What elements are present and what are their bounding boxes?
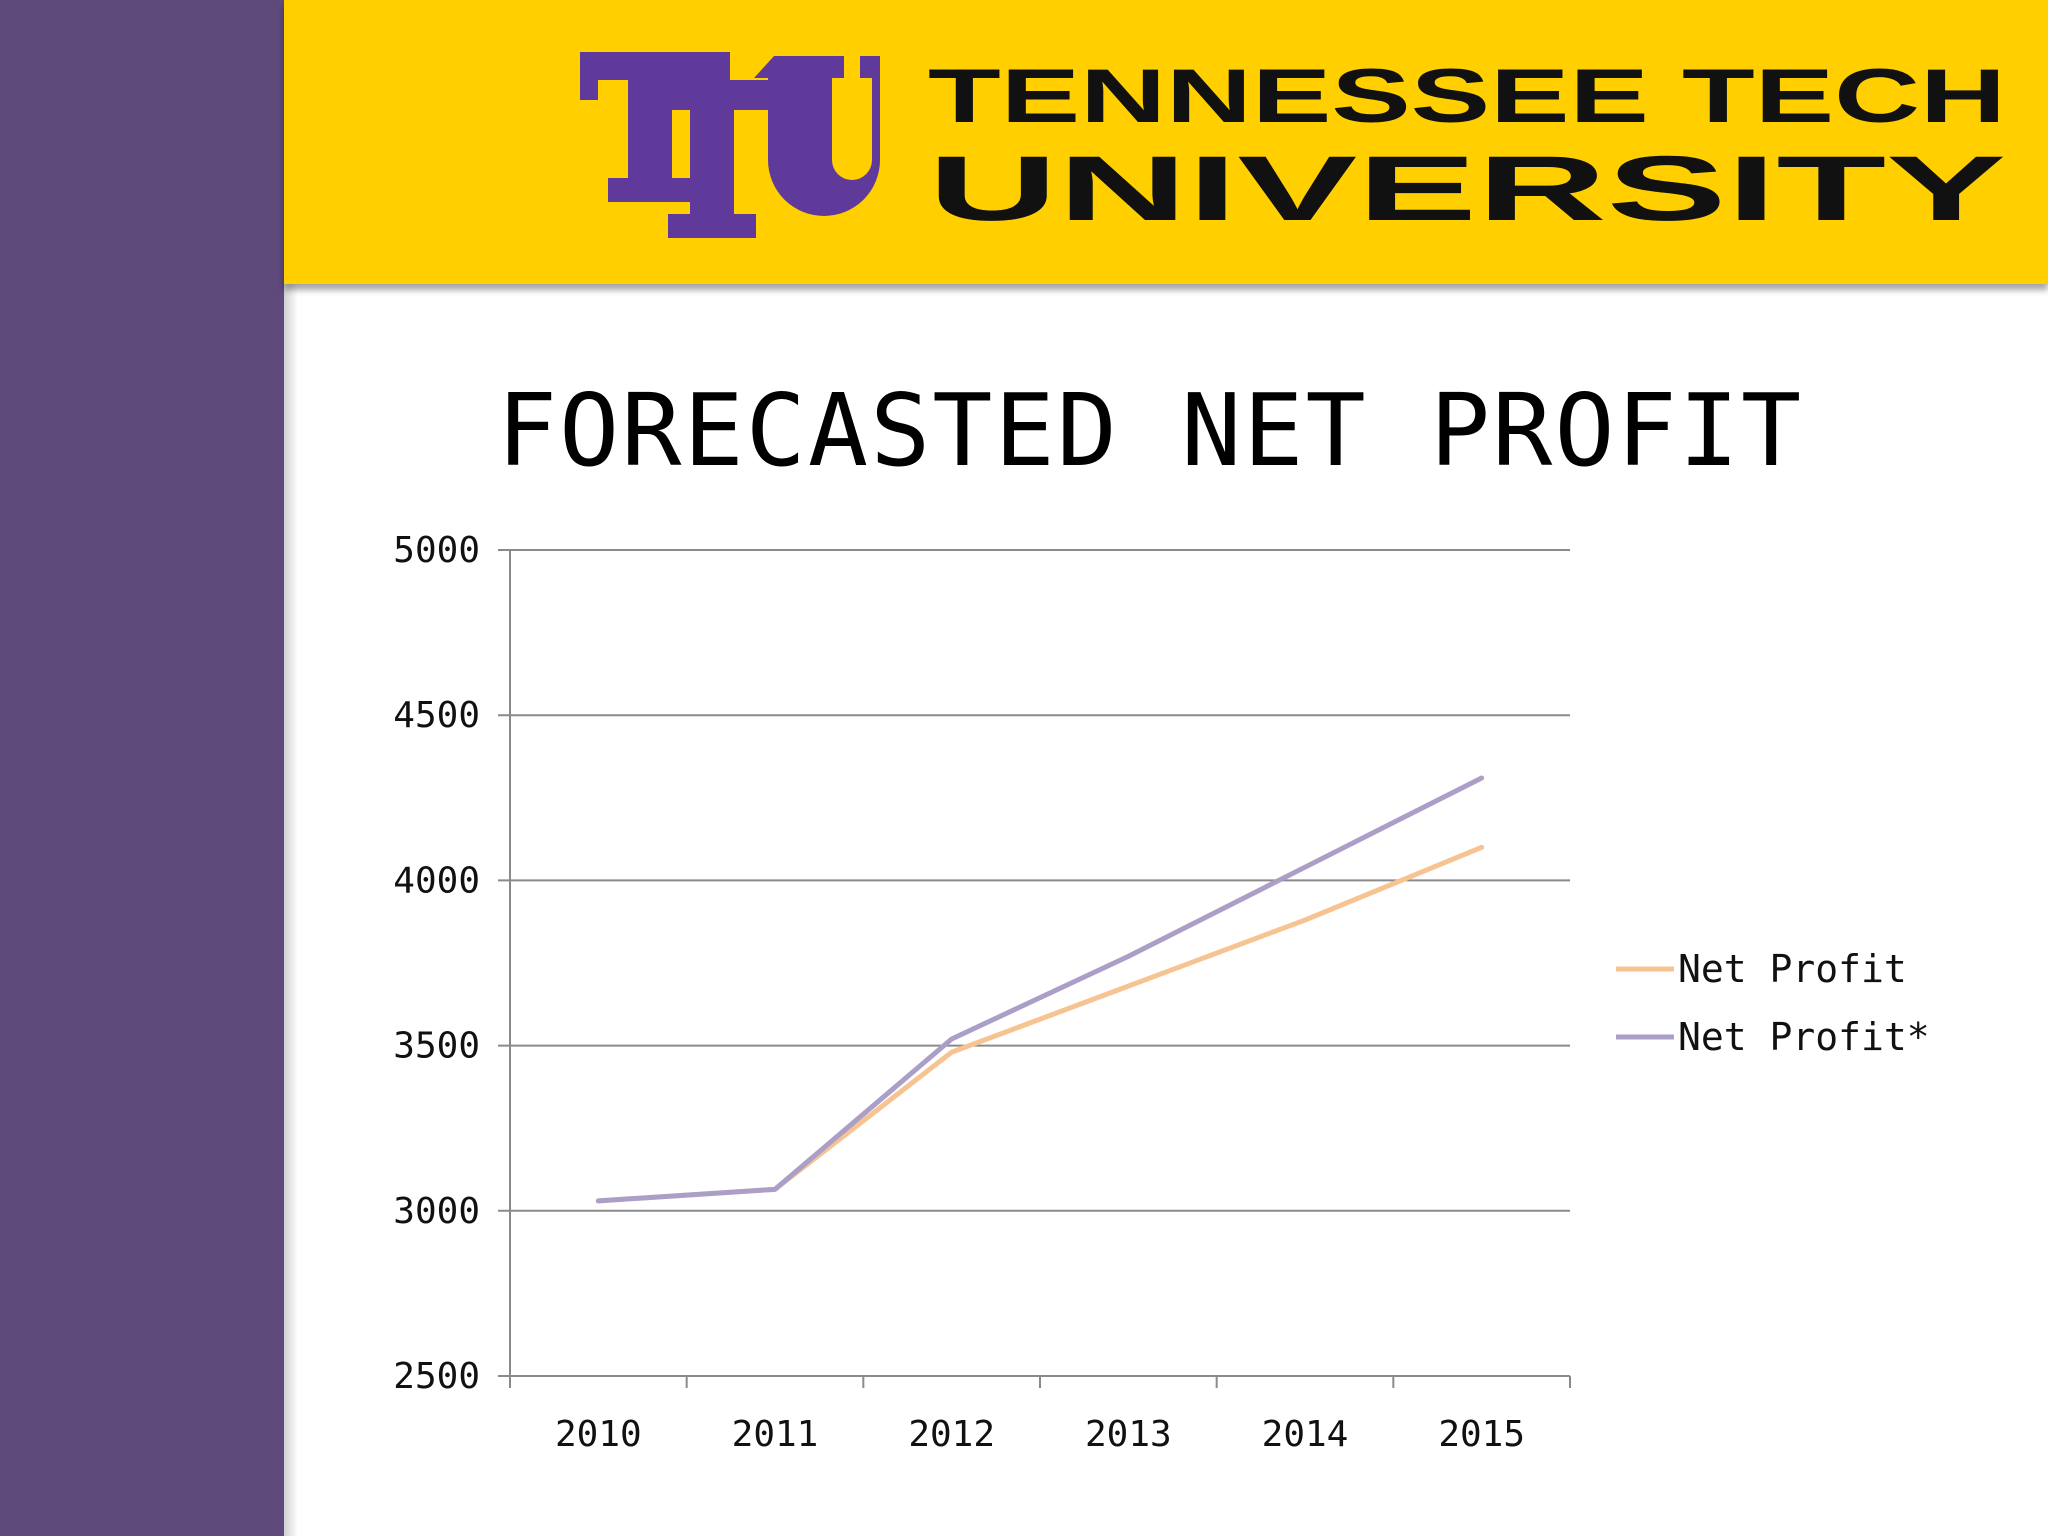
wordmark-line2: UNIVERSITY <box>928 138 2006 240</box>
y-tick-label: 3500 <box>393 1026 480 1067</box>
y-tick-label: 4000 <box>393 860 480 901</box>
y-tick-label: 5000 <box>393 530 480 571</box>
legend-label: Net Profit <box>1678 947 1907 991</box>
wordmark-line1: TENNESSEE TECH <box>928 54 2006 139</box>
series-line-2 <box>595 775 1485 1204</box>
gridlines <box>498 549 1570 1212</box>
x-tick-label: 2012 <box>908 1414 995 1455</box>
x-tick-label: 2014 <box>1262 1414 1349 1455</box>
sidebar-band <box>0 0 284 1536</box>
y-tick-label: 3000 <box>393 1191 480 1232</box>
x-tick-label: 2015 <box>1438 1414 1525 1455</box>
series-lines <box>595 775 1485 1204</box>
x-tick-labels: 2010 2011 2012 2013 2014 2015 <box>555 1414 1525 1455</box>
ttu-logo-mark <box>580 52 880 238</box>
y-tick-label: 4500 <box>393 695 480 736</box>
x-tick-label: 2010 <box>555 1414 642 1455</box>
series-line-1 <box>595 844 1485 1204</box>
y-tick-labels: 2500 3000 3500 4000 4500 5000 <box>393 530 480 1397</box>
legend: Net Profit Net Profit* <box>1616 947 1930 1059</box>
header-band <box>284 0 2048 284</box>
y-tick-label: 2500 <box>393 1356 480 1397</box>
legend-label: Net Profit* <box>1678 1015 1930 1059</box>
university-wordmark: TENNESSEE TECH UNIVERSITY <box>928 54 2006 240</box>
sidebar-shadow <box>284 284 298 1536</box>
x-tick-label: 2011 <box>732 1414 819 1455</box>
x-tick-label: 2013 <box>1085 1414 1172 1455</box>
axes <box>498 550 1571 1388</box>
slide-title: FORECASTED NET PROFIT <box>496 372 1804 489</box>
